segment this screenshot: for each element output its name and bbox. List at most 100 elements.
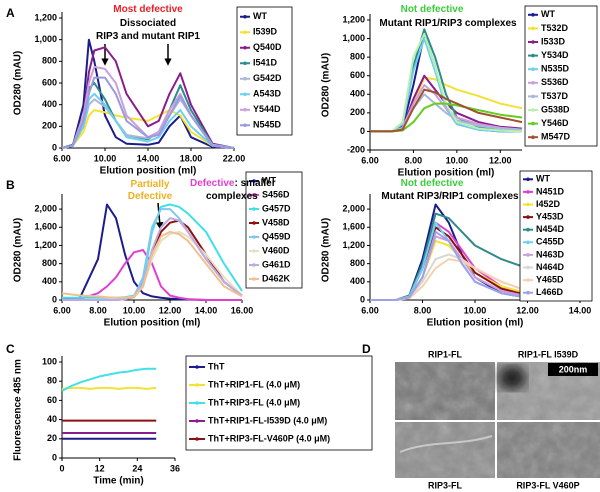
legend-label: I539D bbox=[253, 27, 278, 37]
y-tick-label: 800 bbox=[350, 258, 365, 268]
legend-marker bbox=[531, 26, 535, 31]
y-tick-label: 800 bbox=[42, 56, 57, 66]
x-tick-label: 14.00 bbox=[137, 153, 160, 163]
x-tick-label: 6.00 bbox=[53, 153, 71, 163]
legend-marker bbox=[252, 221, 256, 225]
x-axis-label: Elution position (ml) bbox=[104, 318, 201, 329]
legend-label: WT bbox=[541, 9, 555, 19]
legend-marker bbox=[252, 235, 256, 239]
y-tick-label: 400 bbox=[350, 276, 365, 286]
annotation: Defective: smaller bbox=[190, 178, 276, 189]
legend-label: ThT+RIP1-FL-I539D (4.0 μM) bbox=[208, 415, 327, 425]
panel-letter: C bbox=[6, 342, 15, 356]
scale-bar-label: 200nm bbox=[559, 364, 588, 374]
y-tick-label: 20 bbox=[47, 433, 57, 443]
legend-label: V458D bbox=[262, 217, 290, 227]
micrograph-label: RIP1-FL I539D bbox=[518, 349, 579, 359]
panel-letter: D bbox=[362, 342, 371, 356]
legend-label: Y544D bbox=[253, 104, 281, 114]
legend-label: N464D bbox=[536, 262, 565, 272]
y-axis-label: OD280 (mAU) bbox=[321, 53, 332, 117]
annotation-text: Mutant RIP3/RIP1 complexes bbox=[381, 191, 519, 202]
legend-box bbox=[185, 355, 373, 451]
legend-marker bbox=[252, 193, 256, 197]
legend-marker bbox=[531, 121, 535, 126]
legend-marker bbox=[531, 13, 535, 17]
legend-marker bbox=[526, 265, 530, 270]
x-tick-label: 12 bbox=[95, 463, 105, 473]
annotation: Partially bbox=[131, 179, 170, 190]
legend-marker bbox=[243, 45, 247, 50]
legend-label: ThT+RIP3-FL-V460P (4.0 μM) bbox=[208, 433, 330, 443]
x-tick-label: 10.00 bbox=[464, 305, 487, 315]
legend-label: WT bbox=[536, 174, 550, 184]
annotation-text: RIP3 and mutant RIP1 bbox=[96, 31, 200, 42]
legend-label: ThT bbox=[208, 361, 225, 371]
x-tick-label: 12.00 bbox=[159, 305, 182, 315]
series-line bbox=[61, 230, 243, 299]
micrograph-label: RIP1-FL bbox=[428, 349, 463, 359]
annotation-text: Dissociated bbox=[120, 18, 176, 29]
legend-label: G457D bbox=[262, 203, 291, 213]
annotation-text: Not defective bbox=[401, 4, 464, 15]
x-tick-label: 10.00 bbox=[123, 305, 146, 315]
legend-marker bbox=[526, 290, 530, 295]
x-tick-label: 16.00 bbox=[231, 305, 254, 315]
legend-marker bbox=[195, 419, 199, 423]
annotation-text: Defective bbox=[190, 178, 235, 189]
legend-marker bbox=[531, 40, 535, 44]
y-axis-label: OD280 (mAU) bbox=[321, 218, 332, 282]
y-tick-label: 1,200 bbox=[342, 240, 365, 250]
micrograph-texture bbox=[395, 362, 495, 420]
annotation-text: : smaller bbox=[234, 178, 275, 189]
legend-marker bbox=[526, 215, 530, 219]
legend-marker bbox=[531, 135, 535, 139]
y-tick-label: 200 bbox=[42, 121, 57, 131]
y-axis-label: Fluorescence 485 nm bbox=[13, 359, 24, 461]
y-tick-label: -200 bbox=[347, 144, 365, 154]
x-tick-label: 0 bbox=[59, 463, 64, 473]
annotation: Mutant RIP3/RIP1 complexes bbox=[381, 191, 519, 202]
y-tick-label: 0 bbox=[360, 126, 365, 136]
y-tick-label: 80 bbox=[47, 376, 57, 386]
legend-marker bbox=[243, 107, 247, 112]
y-tick-label: 600 bbox=[350, 70, 365, 80]
y-tick-label: 1,200 bbox=[34, 12, 57, 22]
legend-label: S536D bbox=[541, 77, 569, 87]
x-tick-label: 10.00 bbox=[94, 153, 117, 163]
x-axis-label: Time (min) bbox=[93, 476, 143, 487]
legend-marker bbox=[531, 108, 535, 112]
legend-label: Q459D bbox=[262, 231, 291, 241]
micrograph-label: RIP3-FL bbox=[428, 480, 463, 490]
legend-label: L466D bbox=[536, 287, 564, 297]
x-tick-label: 12.00 bbox=[516, 305, 539, 315]
legend-label: I452D bbox=[536, 199, 561, 209]
legend-label: ThT+RIP1-FL (4.0 μM) bbox=[208, 379, 300, 389]
chart: 0 200 400 600 800 1,000 1,200 6.00 10.00 14.00 18.… bbox=[13, 4, 293, 177]
y-tick-label: 0 bbox=[52, 452, 57, 462]
x-tick-label: 6.00 bbox=[361, 155, 379, 165]
y-tick-label: 400 bbox=[350, 89, 365, 99]
y-tick-label: 1,200 bbox=[342, 14, 365, 24]
y-axis-label: OD280 (mAU) bbox=[13, 51, 24, 115]
annotation-text: complexes bbox=[206, 191, 258, 202]
x-axis-label: Elution position (ml) bbox=[427, 318, 524, 329]
y-tick-label: 1,200 bbox=[34, 240, 57, 250]
legend-marker bbox=[526, 227, 530, 232]
legend-marker bbox=[526, 202, 530, 207]
legend-marker bbox=[531, 67, 535, 71]
y-tick-label: 1,600 bbox=[34, 222, 57, 232]
legend-marker bbox=[531, 53, 535, 58]
series-line bbox=[61, 367, 157, 392]
legend-label: V460D bbox=[262, 245, 290, 255]
legend-label: G461D bbox=[262, 259, 291, 269]
legend-label: S456D bbox=[262, 189, 290, 199]
legend-marker bbox=[243, 92, 247, 97]
legend-label: Y453D bbox=[536, 211, 564, 221]
annotation: Not defective bbox=[401, 4, 464, 15]
annotation: Dissociated bbox=[120, 18, 176, 29]
x-tick-label: 14.00 bbox=[195, 305, 218, 315]
legend-marker bbox=[243, 30, 247, 35]
annotation: Mutant RIP1/RIP3 complexes bbox=[379, 18, 517, 29]
